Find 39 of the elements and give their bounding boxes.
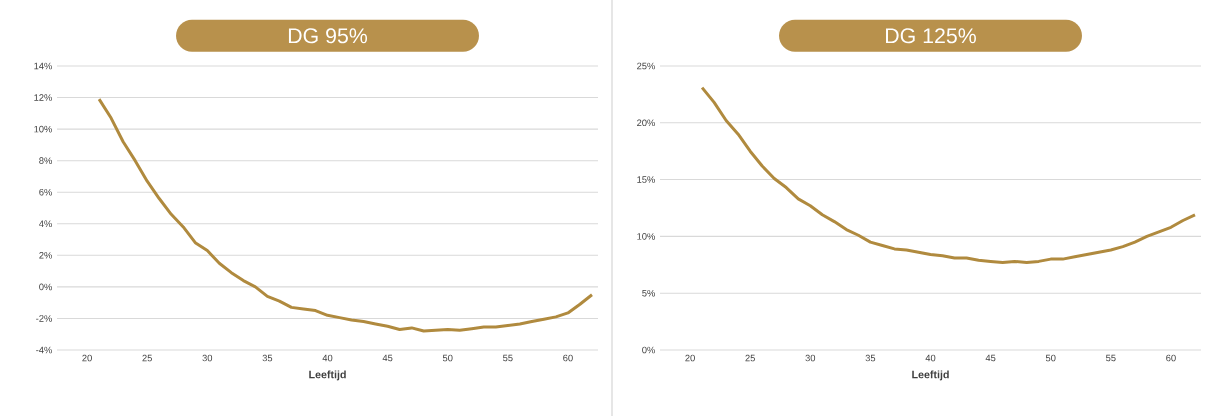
x-axis-title: Leeftijd bbox=[309, 370, 346, 381]
y-tick-label: -4% bbox=[36, 346, 52, 354]
x-tick-label: 45 bbox=[985, 354, 996, 362]
y-tick-label: 6% bbox=[39, 188, 52, 196]
x-tick-label: 60 bbox=[1166, 354, 1176, 362]
chart-title: DG 95% bbox=[288, 28, 368, 44]
x-tick-label: 55 bbox=[1106, 354, 1116, 362]
y-tick-label: 12% bbox=[34, 94, 52, 101]
line-series bbox=[700, 86, 1197, 265]
x-tick-label: 20 bbox=[685, 354, 695, 362]
y-tick-label: 8% bbox=[39, 157, 52, 164]
x-tick-label: 40 bbox=[322, 354, 333, 362]
x-tick-label: 45 bbox=[382, 354, 393, 362]
x-tick-label: 50 bbox=[442, 354, 453, 362]
y-tick-label: 5% bbox=[642, 289, 655, 297]
x-tick-label: 60 bbox=[563, 354, 573, 362]
x-tick-label: 30 bbox=[202, 354, 213, 362]
x-tick-label: 50 bbox=[1045, 354, 1056, 362]
y-tick-label: 4% bbox=[39, 220, 52, 228]
x-tick-label: 55 bbox=[503, 354, 513, 362]
x-tick-label: 20 bbox=[82, 354, 92, 362]
y-tick-label: 2% bbox=[39, 252, 52, 259]
y-tick-label: 0% bbox=[39, 283, 52, 291]
chart-title: DG 125% bbox=[886, 28, 976, 44]
x-tick-label: 35 bbox=[865, 354, 876, 362]
x-tick-label: 40 bbox=[925, 354, 936, 362]
y-tick-label: 14% bbox=[34, 62, 52, 70]
x-tick-label: 35 bbox=[262, 354, 273, 362]
y-tick-label: 10% bbox=[637, 233, 655, 240]
x-tick-label: 25 bbox=[142, 354, 152, 362]
y-tick-label: 20% bbox=[637, 119, 655, 127]
x-tick-label: 30 bbox=[805, 354, 816, 362]
y-tick-label: 0% bbox=[642, 346, 655, 354]
y-tick-label: 10% bbox=[34, 125, 52, 133]
y-tick-label: -2% bbox=[36, 315, 52, 322]
x-tick-label: 25 bbox=[745, 354, 755, 362]
y-tick-label: 15% bbox=[637, 176, 655, 183]
x-axis-title: Leeftijd bbox=[912, 370, 949, 381]
y-tick-label: 25% bbox=[637, 62, 655, 70]
